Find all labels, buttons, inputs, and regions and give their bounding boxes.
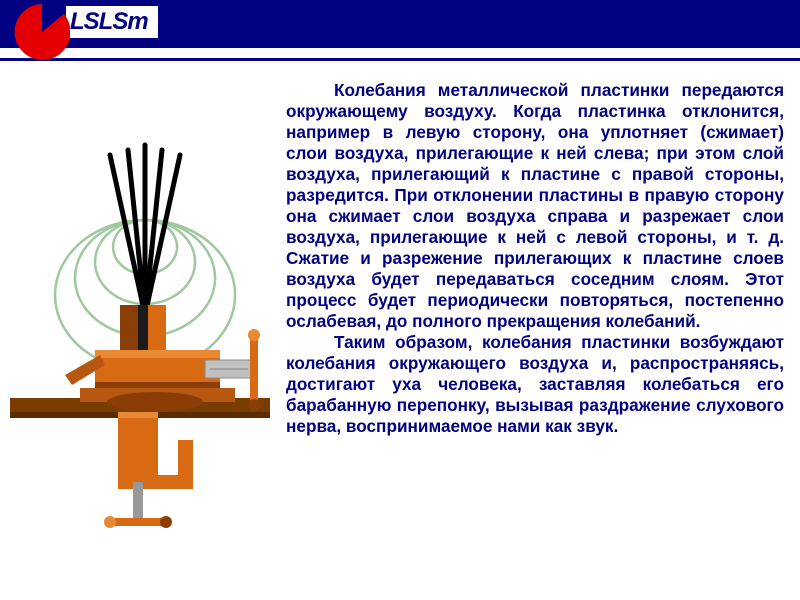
vise-svg-icon bbox=[10, 80, 280, 540]
logo-circle-icon bbox=[14, 4, 70, 60]
body-text: Колебания металлической пластинки переда… bbox=[280, 80, 790, 590]
header-bar: LSLSm bbox=[0, 0, 800, 48]
paragraph-2: Таким образом, колебания пластинки возбу… bbox=[286, 332, 784, 437]
vise-illustration bbox=[10, 80, 280, 590]
header-underline bbox=[0, 58, 800, 61]
logo-text: LSLSm bbox=[66, 6, 158, 38]
logo: LSLSm bbox=[14, 4, 158, 60]
content-area: Колебания металлической пластинки переда… bbox=[0, 76, 800, 600]
paragraph-1: Колебания металлической пластинки переда… bbox=[286, 80, 784, 332]
